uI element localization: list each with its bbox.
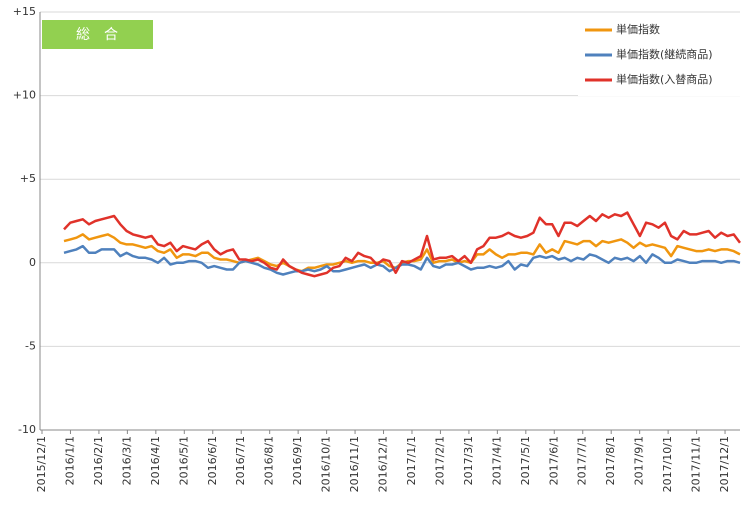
y-tick-label: +15 xyxy=(13,5,36,18)
x-tick-label: 2017/2/1 xyxy=(433,436,446,485)
series-line xyxy=(63,244,741,276)
x-tick-label: 2017/10/1 xyxy=(661,436,674,492)
x-tick-label: 2016/8/1 xyxy=(263,436,276,485)
x-tick-label: 2017/9/1 xyxy=(633,436,646,485)
x-tick-label: 2016/5/1 xyxy=(177,436,190,485)
x-tick-label: 2017/6/1 xyxy=(547,436,560,485)
y-tick-label: -5 xyxy=(25,339,36,352)
x-tick-label: 2016/10/1 xyxy=(320,436,333,492)
x-tick-label: 2017/11/1 xyxy=(690,436,703,492)
y-tick-label: 0 xyxy=(29,256,36,269)
x-tick-label: 2016/4/1 xyxy=(149,436,162,485)
x-tick-label: 2017/1/1 xyxy=(405,436,418,485)
legend-label: 単価指数 xyxy=(616,22,660,36)
x-tick-label: 2016/12/1 xyxy=(377,436,390,492)
y-tick-label: -10 xyxy=(18,423,36,436)
x-tick-label: 2016/9/1 xyxy=(291,436,304,485)
x-tick-label: 2016/6/1 xyxy=(206,436,219,485)
title-box xyxy=(42,20,153,49)
chart-title: 総 合 xyxy=(76,27,118,43)
y-tick-label: +10 xyxy=(13,89,36,102)
legend-label: 単価指数(継続商品) xyxy=(616,47,713,61)
x-tick-label: 2016/11/1 xyxy=(348,436,361,492)
x-tick-label: 2015/12/1 xyxy=(35,436,48,492)
x-tick-label: 2017/12/1 xyxy=(718,436,731,492)
x-tick-label: 2016/1/1 xyxy=(63,436,76,485)
x-tick-label: 2016/7/1 xyxy=(234,436,247,485)
x-tick-label: 2017/8/1 xyxy=(604,436,617,485)
y-tick-label: +5 xyxy=(20,172,36,185)
x-tick-label: 2017/3/1 xyxy=(462,436,475,485)
x-tick-label: 2016/3/1 xyxy=(120,436,133,485)
x-tick-label: 2017/7/1 xyxy=(576,436,589,485)
x-tick-label: 2017/4/1 xyxy=(490,436,503,485)
legend-label: 単価指数(入替商品) xyxy=(616,72,713,86)
x-tick-label: 2017/5/1 xyxy=(519,436,532,485)
x-tick-label: 2016/2/1 xyxy=(92,436,105,485)
series-line xyxy=(63,211,741,278)
